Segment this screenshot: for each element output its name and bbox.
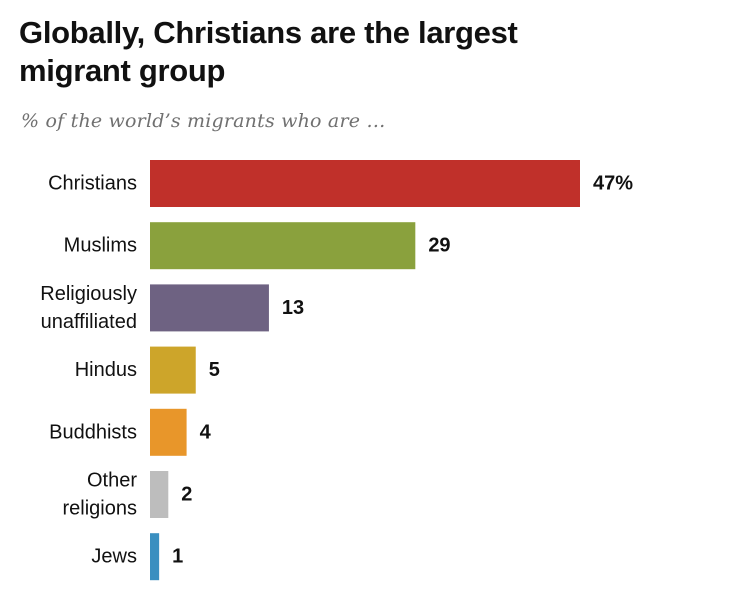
category-label-4: Buddhists <box>49 421 137 443</box>
chart-title-line-2: migrant group <box>19 53 226 88</box>
category-label-6: Jews <box>91 546 137 568</box>
value-label-1: 29 <box>428 235 450 257</box>
category-label-5-line-1: Other <box>87 470 137 492</box>
category-label-2-line-1: Religiously <box>40 283 137 305</box>
value-label-0: 47% <box>593 173 633 195</box>
chart-title-line-1: Globally, Christians are the largest <box>19 15 518 50</box>
category-label-5-line-2: religions <box>63 498 137 520</box>
value-label-6: 1 <box>172 546 183 568</box>
chart-title: Globally, Christians are the largest mig… <box>19 14 719 90</box>
bar-6 <box>150 533 160 581</box>
value-label-2: 13 <box>282 297 304 319</box>
category-label-2-line-2: unaffiliated <box>41 311 137 333</box>
value-label-4: 4 <box>200 421 212 443</box>
bar-5 <box>150 471 169 518</box>
bar-1 <box>150 222 416 270</box>
category-label-1: Muslims <box>64 235 137 257</box>
category-label-3: Hindus <box>75 359 137 381</box>
value-label-5: 2 <box>181 484 192 506</box>
chart-subtitle: % of the world’s migrants who are … <box>21 110 386 132</box>
category-label-0: Christians <box>48 173 137 195</box>
value-label-3: 5 <box>209 359 220 381</box>
bar-4 <box>150 408 187 456</box>
bar-0 <box>150 160 580 207</box>
bar-2 <box>150 284 269 332</box>
bar-3 <box>150 346 196 394</box>
